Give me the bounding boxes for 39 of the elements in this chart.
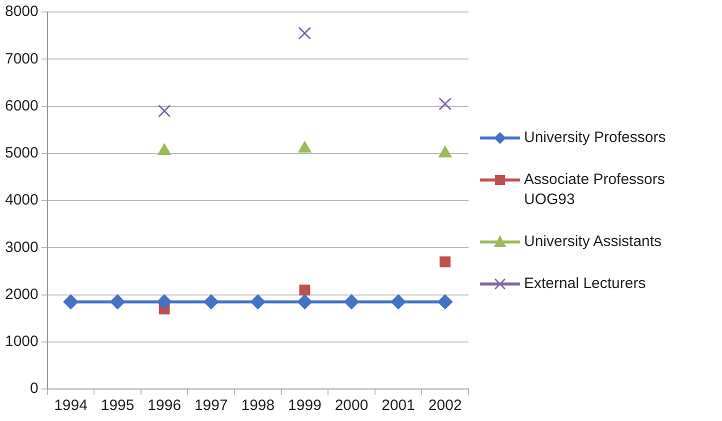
x-tick-label: 1999: [288, 397, 322, 414]
point: [156, 294, 172, 310]
y-tick-label: 0: [30, 380, 38, 398]
legend-label: University Professors: [524, 128, 667, 148]
y-tick-label: 6000: [4, 97, 38, 114]
y-tick-label: 5000: [4, 144, 38, 162]
y-tick-label: 1000: [4, 333, 38, 350]
point: [297, 294, 312, 310]
point: [438, 294, 453, 310]
point: [438, 146, 452, 158]
point: [110, 294, 126, 310]
legend-label: University Assistants: [524, 232, 663, 252]
point: [250, 294, 266, 310]
x-tick-label: 2002: [428, 397, 462, 414]
point: [299, 284, 310, 296]
point: [63, 294, 78, 310]
x-tick-label: 1994: [54, 397, 88, 414]
y-tick-label: 3000: [4, 238, 38, 256]
y-tick-label: 2000: [4, 286, 38, 303]
x-tick-label: 1997: [194, 397, 228, 414]
point: [204, 294, 219, 310]
point: [440, 256, 451, 268]
y-tick-label: 8000: [4, 3, 38, 20]
point: [158, 104, 171, 118]
point: [298, 26, 312, 40]
legend-label: Associate Professors UOG93: [524, 170, 666, 210]
point: [390, 294, 406, 310]
y-tick-label: 7000: [4, 50, 38, 68]
x-tick-label: 1995: [100, 397, 134, 414]
x-tick-label: 2000: [334, 397, 368, 414]
legend-label: External Lecturers: [524, 274, 647, 294]
point: [344, 294, 360, 310]
point: [298, 141, 312, 153]
point: [438, 97, 452, 110]
y-tick-label: 4000: [4, 192, 38, 209]
point: [158, 144, 171, 156]
x-tick-label: 1998: [241, 397, 275, 414]
x-tick-label: 1996: [148, 397, 182, 414]
x-tick-label: 2001: [382, 397, 415, 414]
